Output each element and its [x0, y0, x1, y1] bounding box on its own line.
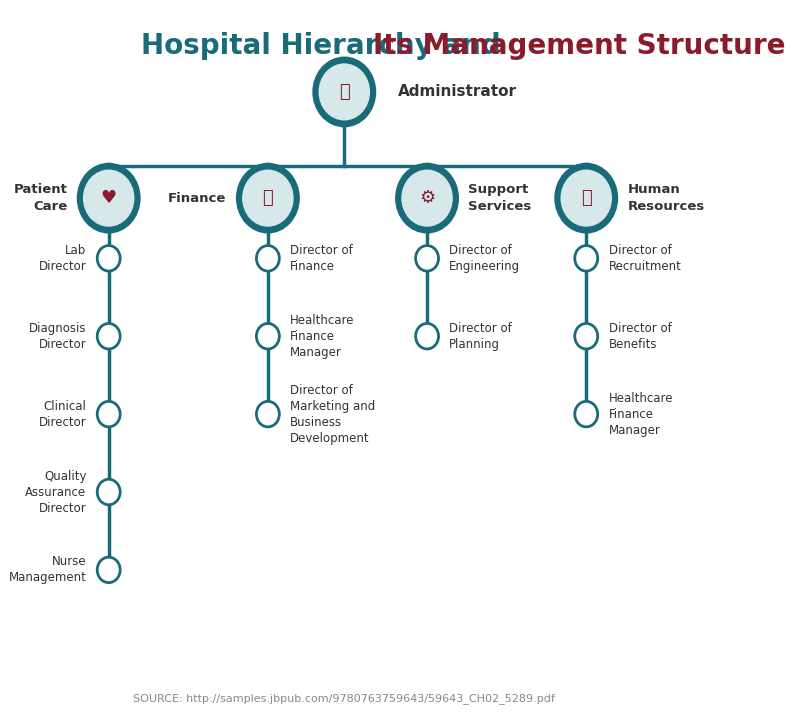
Text: Director of
Finance: Director of Finance: [290, 244, 353, 273]
Circle shape: [416, 323, 438, 349]
Text: Patient
Care: Patient Care: [14, 183, 67, 213]
Circle shape: [98, 245, 120, 271]
Circle shape: [574, 245, 598, 271]
Text: Quality
Assurance
Director: Quality Assurance Director: [26, 469, 86, 515]
Text: Hospital Hierarchy and: Hospital Hierarchy and: [141, 32, 510, 60]
Circle shape: [98, 557, 120, 583]
Text: Clinical
Director: Clinical Director: [38, 399, 86, 429]
Text: ⚙: ⚙: [419, 189, 435, 207]
Circle shape: [257, 401, 279, 427]
Circle shape: [314, 58, 375, 126]
Circle shape: [402, 170, 452, 226]
Text: Director of
Benefits: Director of Benefits: [609, 322, 671, 351]
Text: SOURCE: http://samples.jbpub.com/9780763759643/59643_CH02_5289.pdf: SOURCE: http://samples.jbpub.com/9780763…: [134, 694, 555, 705]
Circle shape: [84, 170, 134, 226]
Text: Healthcare
Finance
Manager: Healthcare Finance Manager: [609, 391, 673, 437]
Text: 💵: 💵: [262, 189, 274, 207]
Text: Lab
Director: Lab Director: [38, 244, 86, 273]
Circle shape: [556, 164, 617, 232]
Text: Human
Resources: Human Resources: [628, 183, 705, 213]
Circle shape: [397, 164, 458, 232]
Circle shape: [561, 170, 611, 226]
Text: Nurse
Management: Nurse Management: [9, 555, 86, 584]
Circle shape: [98, 479, 120, 505]
Text: Support
Services: Support Services: [469, 183, 532, 213]
Circle shape: [257, 323, 279, 349]
Circle shape: [574, 323, 598, 349]
Circle shape: [78, 164, 139, 232]
Text: Diagnosis
Director: Diagnosis Director: [29, 322, 86, 351]
Text: Finance: Finance: [168, 191, 226, 204]
Text: Healthcare
Finance
Manager: Healthcare Finance Manager: [290, 314, 354, 359]
Text: Director of
Marketing and
Business
Development: Director of Marketing and Business Devel…: [290, 383, 375, 445]
Circle shape: [574, 401, 598, 427]
Circle shape: [243, 170, 293, 226]
Text: 📋: 📋: [339, 83, 350, 101]
Circle shape: [319, 64, 370, 120]
Text: Director of
Recruitment: Director of Recruitment: [609, 244, 682, 273]
Text: Director of
Planning: Director of Planning: [450, 322, 512, 351]
Circle shape: [416, 245, 438, 271]
Text: Its Management Structure: Its Management Structure: [373, 32, 786, 60]
Circle shape: [238, 164, 298, 232]
Text: Director of
Engineering: Director of Engineering: [450, 244, 521, 273]
Circle shape: [98, 323, 120, 349]
Circle shape: [257, 245, 279, 271]
Text: ♥: ♥: [101, 189, 117, 207]
Circle shape: [98, 401, 120, 427]
Text: 🤲: 🤲: [581, 189, 592, 207]
Text: Administrator: Administrator: [398, 84, 518, 100]
